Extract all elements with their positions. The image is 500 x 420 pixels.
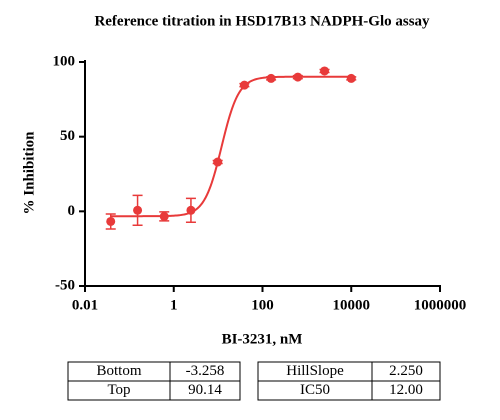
data-point [320,66,330,76]
data-point [346,73,356,83]
fit-param-value: 90.14 [188,382,222,398]
fit-param-name: Bottom [96,363,141,379]
data-point [239,80,249,90]
x-tick-label: 1000000 [414,297,467,313]
data-point [106,216,116,226]
data-point [133,205,143,215]
y-tick-label: 100 [53,53,76,69]
fit-curve [110,75,352,218]
y-tick-label: 50 [60,128,75,144]
x-tick-label: 100 [251,297,274,313]
fit-param-name: IC50 [300,382,330,398]
data-point [186,205,196,215]
chart-title: Reference titration in HSD17B13 NADPH-Gl… [94,13,430,29]
y-axis-label: % Inhibition [21,131,37,215]
fit-param-name: Top [107,382,130,398]
fit-table-right [257,361,441,401]
data-point [159,211,169,221]
fit-param-name: HillSlope [286,363,344,379]
fit-param-value: 2.250 [389,363,423,379]
data-point [266,73,276,83]
y-tick-label: 0 [68,203,76,219]
x-tick-label: 0.01 [72,297,98,313]
fit-param-value: -3.258 [186,363,225,379]
data-point [293,72,303,82]
x-tick-label: 10000 [333,297,371,313]
fit-table-left [67,361,241,401]
y-tick-label: -50 [55,277,75,293]
data-point [213,157,223,167]
x-axis-label: BI-3231, nM [222,331,303,347]
x-tick-label: 1 [170,297,178,313]
fit-param-value: 12.00 [389,382,423,398]
